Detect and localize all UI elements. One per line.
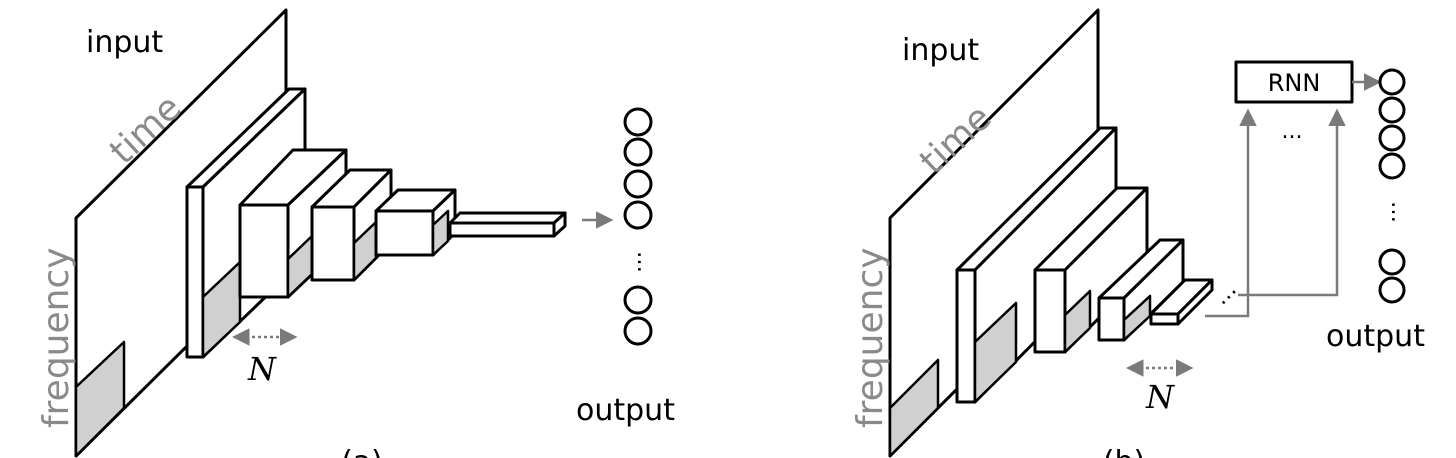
rnn-label: RNN	[1268, 69, 1321, 97]
left-input-plane	[74, 8, 288, 458]
rnn-dots: ...	[1282, 119, 1303, 144]
right-layer-ellipsis: …	[1209, 277, 1242, 310]
right-output-unit	[1378, 124, 1406, 152]
left-conv-layer-3	[310, 168, 393, 282]
left-frequency-label: frequency	[36, 247, 77, 428]
right-connector-1	[1205, 108, 1257, 318]
right-panel: … RNN ... … N input time frequency ou	[850, 8, 1425, 458]
left-output-unit	[623, 316, 653, 346]
left-output-label: output	[576, 393, 675, 428]
right-output-unit	[1378, 248, 1406, 276]
left-output-unit	[623, 200, 653, 230]
right-connector-2	[1238, 108, 1346, 297]
left-output-units: …	[623, 107, 657, 346]
left-input-shaded-patch	[74, 340, 126, 458]
right-output-unit	[1378, 68, 1406, 96]
left-subfigure-label: (a)	[341, 445, 383, 458]
right-conv-layer-2	[1033, 186, 1149, 354]
right-input-shaded-patch	[888, 358, 940, 458]
right-n-label: N	[1145, 378, 1175, 416]
right-subfigure-label: (b)	[1103, 445, 1145, 458]
right-output-ellipsis: …	[1386, 201, 1411, 223]
right-output-unit	[1378, 276, 1406, 304]
left-conv-layer-5	[448, 211, 567, 238]
right-output-unit	[1378, 152, 1406, 180]
left-panel: … N input time frequency output	[36, 8, 675, 458]
right-output-label: output	[1326, 319, 1425, 354]
left-n-label: N	[247, 350, 277, 388]
right-conv-layer-4	[1149, 278, 1214, 326]
rnn-block: RNN ...	[1234, 60, 1354, 144]
left-output-unit	[623, 285, 653, 315]
left-output-unit	[623, 107, 653, 137]
right-conv-layer-3	[1097, 238, 1185, 342]
left-output-unit	[623, 169, 653, 199]
left-input-label: input	[86, 25, 163, 60]
left-conv-layer-4	[374, 188, 457, 257]
right-output-units: …	[1378, 68, 1411, 304]
right-frequency-label: frequency	[850, 247, 891, 428]
left-output-ellipsis: …	[632, 251, 657, 273]
right-input-label: input	[902, 33, 979, 68]
right-output-unit	[1378, 96, 1406, 124]
left-output-unit	[623, 137, 653, 167]
